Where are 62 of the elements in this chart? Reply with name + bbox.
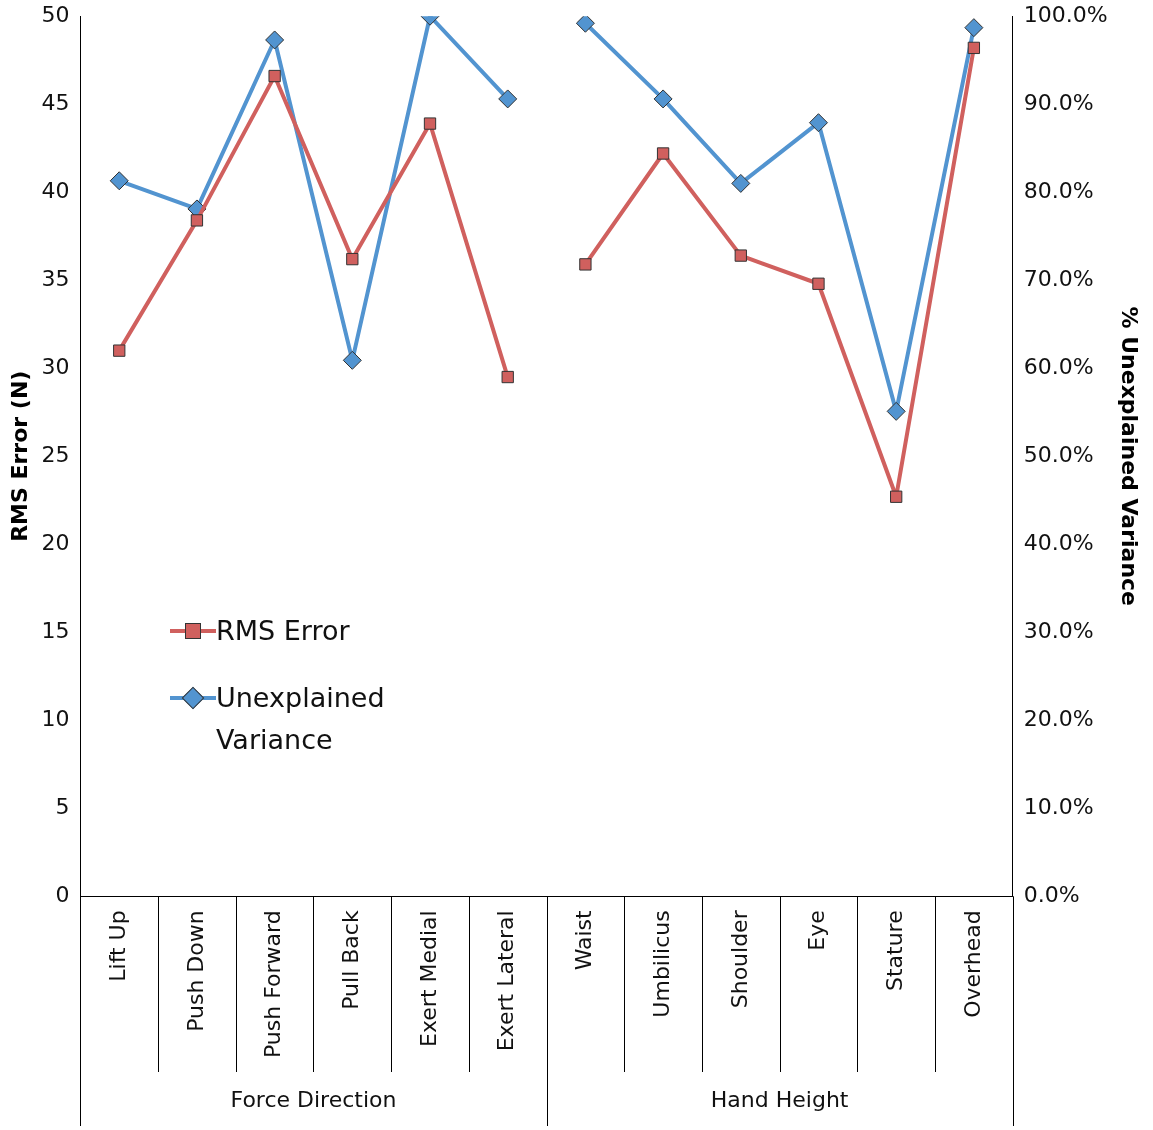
- point: [113, 344, 126, 357]
- x-tick-label: Lift Up: [104, 910, 130, 982]
- y2-tick-label: 50.0%: [1023, 441, 1094, 467]
- point: [498, 89, 518, 109]
- point: [190, 214, 204, 227]
- y2-tick-label: 70.0%: [1023, 265, 1094, 291]
- y-tick-label: 15: [41, 617, 70, 643]
- y2-tick-label: 40.0%: [1023, 529, 1094, 555]
- x-tick-label: Overhead: [959, 910, 985, 1018]
- x-tick-label: Exert Lateral: [493, 910, 519, 1052]
- y-tick-label: 35: [41, 265, 70, 291]
- legend-label: Unexplained Variance: [216, 681, 386, 757]
- point: [964, 18, 984, 38]
- x-tick-label: Push Down: [182, 910, 208, 1032]
- x-tick-label: Pull Back: [338, 910, 364, 1010]
- x-tick-label: Stature: [881, 910, 907, 992]
- x-tick-label: Eye: [804, 910, 830, 951]
- y2-tick-label: 0.0%: [1023, 882, 1080, 908]
- y2-tick-label: 60.0%: [1023, 353, 1094, 379]
- point: [808, 113, 828, 133]
- y-tick-label: 20: [41, 529, 70, 555]
- point: [342, 350, 362, 370]
- y-axis-title: RMS Error (N): [6, 370, 32, 542]
- point: [890, 490, 903, 503]
- x-tick-label: Push Forward: [260, 910, 286, 1059]
- point: [656, 147, 670, 160]
- x-tick-label: Exert Medial: [415, 910, 441, 1047]
- y2-axis-title: % Unexplained Variance: [1117, 306, 1143, 607]
- y-tick-label: 25: [41, 441, 70, 467]
- y-tick-label: 50: [41, 1, 70, 27]
- y-tick-label: 5: [55, 794, 70, 820]
- point: [423, 117, 437, 130]
- y-tick-label: 40: [41, 177, 70, 203]
- y2-tick-label: 90.0%: [1023, 89, 1094, 115]
- point: [812, 277, 825, 290]
- y-tick-label: 0: [55, 882, 70, 908]
- point: [265, 30, 285, 50]
- y2-tick-label: 80.0%: [1023, 177, 1094, 203]
- y-tick-label: 45: [41, 89, 70, 115]
- text: Force Direction: [230, 1086, 397, 1112]
- point: [967, 41, 981, 55]
- point: [579, 258, 592, 271]
- point: [886, 401, 906, 421]
- legend-label: RMS Error: [216, 614, 350, 648]
- y2-tick-label: 30.0%: [1023, 617, 1094, 643]
- point: [346, 252, 359, 266]
- point: [653, 89, 673, 109]
- y-tick-label: 10: [41, 706, 70, 731]
- y-tick-label: 30: [41, 353, 70, 379]
- point: [268, 69, 281, 83]
- point: [501, 370, 514, 384]
- point: [575, 16, 595, 33]
- y2-tick-label: 20.0%: [1023, 706, 1094, 731]
- x-tick-label: Waist: [571, 909, 597, 971]
- y2-tick-label: 100.0%: [1023, 1, 1108, 27]
- x-tick-label: Shoulder: [726, 909, 752, 1009]
- text: Hand Height: [710, 1086, 849, 1112]
- point: [109, 171, 129, 191]
- x-tick-label: Umbilicus: [648, 910, 674, 1018]
- point: [734, 249, 747, 262]
- point: [731, 173, 751, 193]
- y2-tick-label: 10.0%: [1023, 794, 1094, 820]
